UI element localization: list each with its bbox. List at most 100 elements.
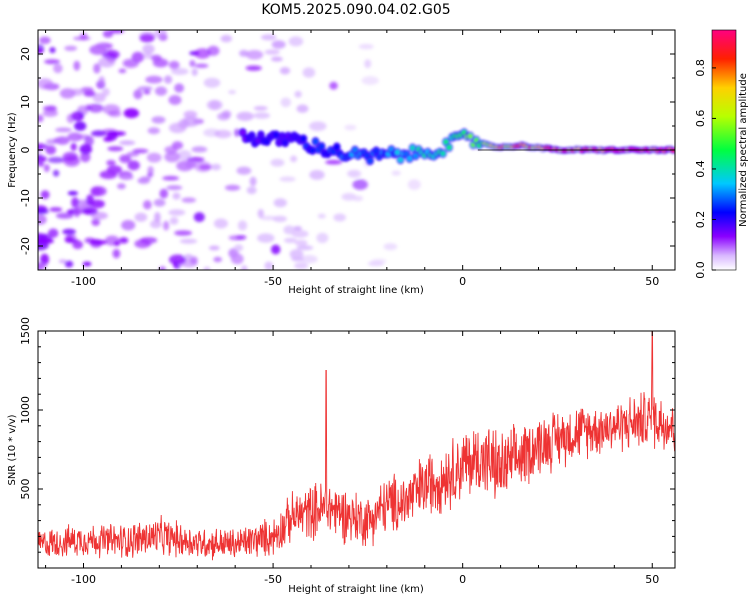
spectrogram-x-axis-label: Height of straight line (km) xyxy=(288,285,424,296)
noise-blob xyxy=(193,212,205,223)
ridge-core xyxy=(282,140,288,146)
noise-blob xyxy=(154,212,161,223)
y-tick-label: 500 xyxy=(19,479,32,500)
ridge xyxy=(238,128,675,166)
noise-blob xyxy=(82,261,92,267)
noise-blob xyxy=(185,160,197,169)
noise-blob xyxy=(67,191,79,196)
noise-blob xyxy=(142,44,155,55)
noise-blob xyxy=(142,52,153,59)
noise-blob xyxy=(43,105,57,111)
snr-frame xyxy=(37,330,676,569)
ridge-core xyxy=(467,133,473,139)
ridge-core xyxy=(240,129,246,136)
noise-blob xyxy=(271,244,281,255)
noise-blob xyxy=(63,155,81,167)
noise-blob xyxy=(245,65,262,71)
noise-blob xyxy=(241,265,248,270)
noise-blob xyxy=(90,199,105,209)
noise-blob xyxy=(118,68,127,74)
snr-panel: -100 -50 0 50 500 1000 1500 Height of straight… xyxy=(7,317,676,595)
noise-blob xyxy=(317,213,326,219)
colorbar-tick-label: 0.8 xyxy=(694,59,707,77)
noise-blob xyxy=(191,146,208,153)
noise-blob xyxy=(228,235,245,241)
noise-blob xyxy=(191,68,198,76)
ridge-core xyxy=(276,139,282,146)
noise-blob xyxy=(264,261,274,270)
noise-blob xyxy=(228,90,237,95)
noise-blob xyxy=(224,184,241,191)
ridge-core xyxy=(309,147,316,154)
noise-blob xyxy=(181,197,197,203)
ridge-core xyxy=(410,145,416,151)
noise-blob xyxy=(49,207,63,212)
noise-blob xyxy=(88,103,104,113)
noise-blob xyxy=(43,164,50,173)
noise-blob xyxy=(164,75,173,84)
noise-blob xyxy=(106,159,116,166)
noise-blob xyxy=(143,89,151,95)
noise-blob xyxy=(38,208,49,215)
noise-blob xyxy=(213,218,228,229)
noise-blob xyxy=(168,209,186,216)
colorbar-label: Normalized spectral amplitude xyxy=(738,73,749,227)
noise-blob xyxy=(213,256,223,263)
colorbar-frame xyxy=(711,29,737,271)
ridge-core xyxy=(352,147,358,153)
y-tick-label: 1500 xyxy=(19,317,32,345)
noise-blob xyxy=(47,156,65,164)
noise-blob xyxy=(347,170,360,178)
noise-blob xyxy=(107,146,124,152)
noise-blob xyxy=(154,86,168,96)
noise-blob xyxy=(211,163,221,171)
noise-blob xyxy=(70,112,81,119)
snr-ticks: -100 -50 0 50 500 1000 1500 xyxy=(19,317,675,586)
noise-blob xyxy=(90,186,107,197)
ridge-core xyxy=(249,133,255,139)
noise-blob xyxy=(214,129,232,139)
noise-blob xyxy=(189,256,198,265)
noise-blob xyxy=(114,241,121,247)
noise-blob xyxy=(150,54,162,62)
noise-blob xyxy=(253,112,271,119)
noise-blob xyxy=(344,124,357,131)
noise-blob xyxy=(143,200,152,210)
y-tick-label: 0 xyxy=(19,147,32,154)
noise-blob xyxy=(49,47,56,54)
noise-blob xyxy=(145,75,163,84)
noise-blob xyxy=(333,213,347,222)
noise-blob xyxy=(79,33,88,40)
noise-blob xyxy=(164,151,181,163)
noise-blob xyxy=(131,51,144,63)
noise-blob xyxy=(194,48,211,59)
noise-blob xyxy=(246,186,257,195)
noise-blob xyxy=(38,78,54,90)
noise-blob xyxy=(74,121,87,131)
noise-blob xyxy=(280,97,292,108)
noise-blob xyxy=(245,50,264,60)
colorbar-tick-label: 0.6 xyxy=(694,110,707,128)
noise-blob xyxy=(121,220,136,231)
noise-blob xyxy=(358,43,374,50)
noise-blob xyxy=(64,45,78,51)
noise-blob xyxy=(259,215,278,221)
noise-blob xyxy=(371,258,387,264)
ridge-core xyxy=(413,153,419,159)
noise-blob xyxy=(296,104,309,113)
noise-blob xyxy=(300,255,318,264)
noise-blob xyxy=(146,152,162,163)
noise-blob xyxy=(169,217,179,225)
noise-blob xyxy=(119,174,134,180)
noise-blob xyxy=(407,179,421,191)
snr-x-axis-label: Height of straight line (km) xyxy=(288,584,424,595)
noise-blob xyxy=(294,90,302,98)
noise-blob xyxy=(102,87,110,97)
noise-blob xyxy=(234,244,244,252)
noise-blob xyxy=(98,57,115,68)
noise-blob xyxy=(309,121,327,131)
noise-blob xyxy=(279,67,291,75)
noise-blob xyxy=(83,90,96,97)
